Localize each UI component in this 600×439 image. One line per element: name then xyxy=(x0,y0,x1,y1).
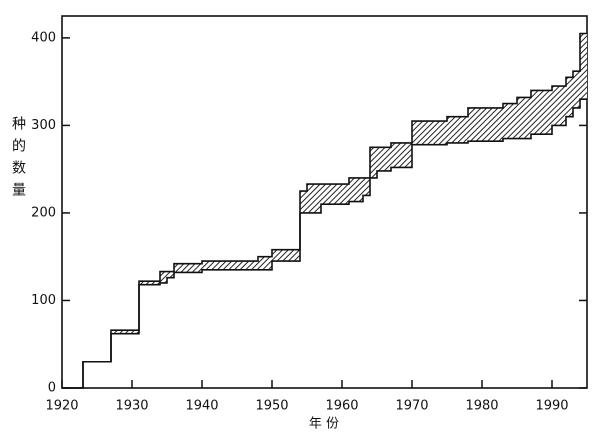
x-tick-label: 1960 xyxy=(325,399,358,414)
band-segment xyxy=(321,184,349,205)
band-segment xyxy=(349,177,363,202)
x-tick-label: 1950 xyxy=(255,399,288,414)
y-tick-label: 300 xyxy=(31,118,56,133)
y-tick-label: 100 xyxy=(31,293,56,308)
band-segment xyxy=(468,107,503,142)
band-segment xyxy=(370,147,377,178)
band-segment xyxy=(517,97,531,139)
band-segment xyxy=(167,271,174,278)
y-axis-label: 种的数量 xyxy=(10,116,26,204)
band-segment xyxy=(573,71,580,108)
x-tick-label: 1920 xyxy=(45,399,78,414)
band-segment xyxy=(272,249,300,262)
band-segment xyxy=(391,142,412,168)
x-tick-label: 1940 xyxy=(185,399,218,414)
band-segment xyxy=(363,177,370,196)
step-line xyxy=(62,32,587,389)
band-segment xyxy=(566,77,573,117)
band-segment xyxy=(377,147,391,171)
band-segment xyxy=(447,116,468,143)
x-axis-label: 年 份 xyxy=(309,417,339,432)
x-tick-label: 1990 xyxy=(535,399,568,414)
y-tick-label: 400 xyxy=(31,30,56,45)
y-tick-label: 200 xyxy=(31,205,56,220)
band-segment xyxy=(111,330,139,334)
band-segment xyxy=(202,261,258,270)
band-segment xyxy=(300,191,307,213)
band-segment xyxy=(503,103,517,139)
band-segment xyxy=(307,184,321,213)
band-segment xyxy=(412,121,447,145)
plot-frame xyxy=(61,15,588,389)
x-tick-label: 1980 xyxy=(465,399,498,414)
band-segment xyxy=(160,271,167,283)
band-segment xyxy=(139,281,160,285)
band-segment xyxy=(531,90,552,135)
x-tick-label: 1970 xyxy=(395,399,428,414)
x-tick-label: 1930 xyxy=(115,399,148,414)
band-segment xyxy=(552,86,566,126)
band-segment xyxy=(174,263,202,273)
band-segment xyxy=(258,256,272,270)
band-segment xyxy=(580,33,587,100)
y-tick-label: 0 xyxy=(48,381,56,396)
step-line xyxy=(62,98,587,389)
